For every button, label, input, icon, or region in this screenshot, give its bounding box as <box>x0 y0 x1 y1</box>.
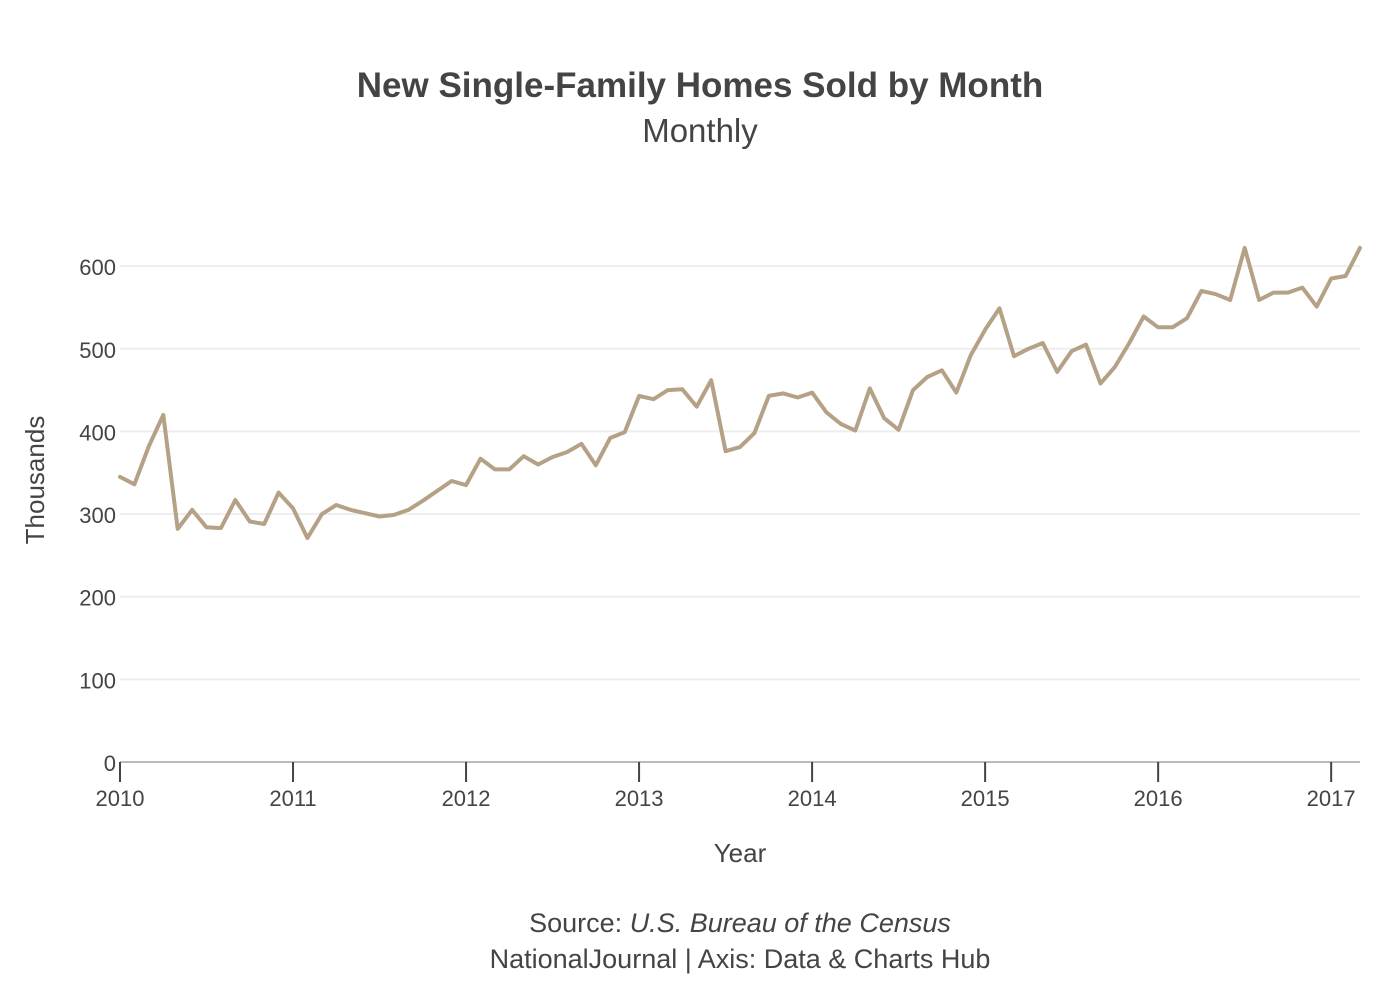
x-axis-label: Year <box>714 838 767 868</box>
gridlines <box>120 265 1360 681</box>
x-tick-label: 2012 <box>442 786 491 811</box>
tick-labels: 0 100 200 300 400 500 600 2010 2011 2012 2013 2014 2… <box>79 255 1355 811</box>
credit-line: NationalJournal | Axis: Data & Charts Hu… <box>489 944 991 974</box>
y-tick-label: 500 <box>79 338 116 363</box>
series-line <box>118 245 1362 540</box>
y-axis-label: Thousands <box>20 416 50 545</box>
y-tick-label: 400 <box>79 420 116 445</box>
y-tick-label: 0 <box>104 751 116 776</box>
x-tick-label: 2014 <box>788 786 837 811</box>
y-tick-label: 100 <box>79 668 116 693</box>
y-tick-label: 600 <box>79 255 116 280</box>
chart-title: New Single-Family Homes Sold by Month <box>356 66 1044 105</box>
x-tick-label: 2011 <box>269 786 316 811</box>
y-tick-label: 300 <box>79 503 116 528</box>
x-tick-label: 2015 <box>961 786 1010 811</box>
series-layer <box>118 245 1362 540</box>
x-tick-label: 2017 <box>1307 786 1356 811</box>
source-line: Source: U.S. Bureau of the Census <box>0 908 1400 939</box>
chart-subtitle: Monthly <box>642 112 758 149</box>
source-prefix: Source: <box>529 908 623 938</box>
source-name: U.S. Bureau of the Census <box>629 908 951 938</box>
axes <box>119 761 1360 782</box>
x-tick-label: 2013 <box>615 786 664 811</box>
y-tick-label: 200 <box>79 586 116 611</box>
x-tick-label: 2016 <box>1134 786 1183 811</box>
x-tick-label: 2010 <box>96 786 145 811</box>
